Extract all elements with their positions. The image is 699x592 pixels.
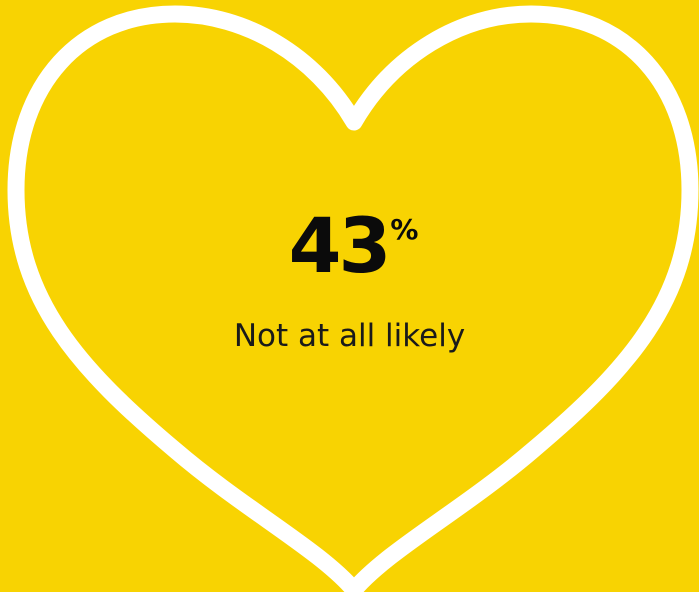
stat-value: 43 [288,201,392,290]
heart-outline-path [7,5,699,592]
stat-unit: % [390,213,419,246]
stat-number-row: 43 % [289,208,419,284]
stat-block: 43 % [0,208,699,284]
stat-label: Not at all likely [233,318,466,354]
